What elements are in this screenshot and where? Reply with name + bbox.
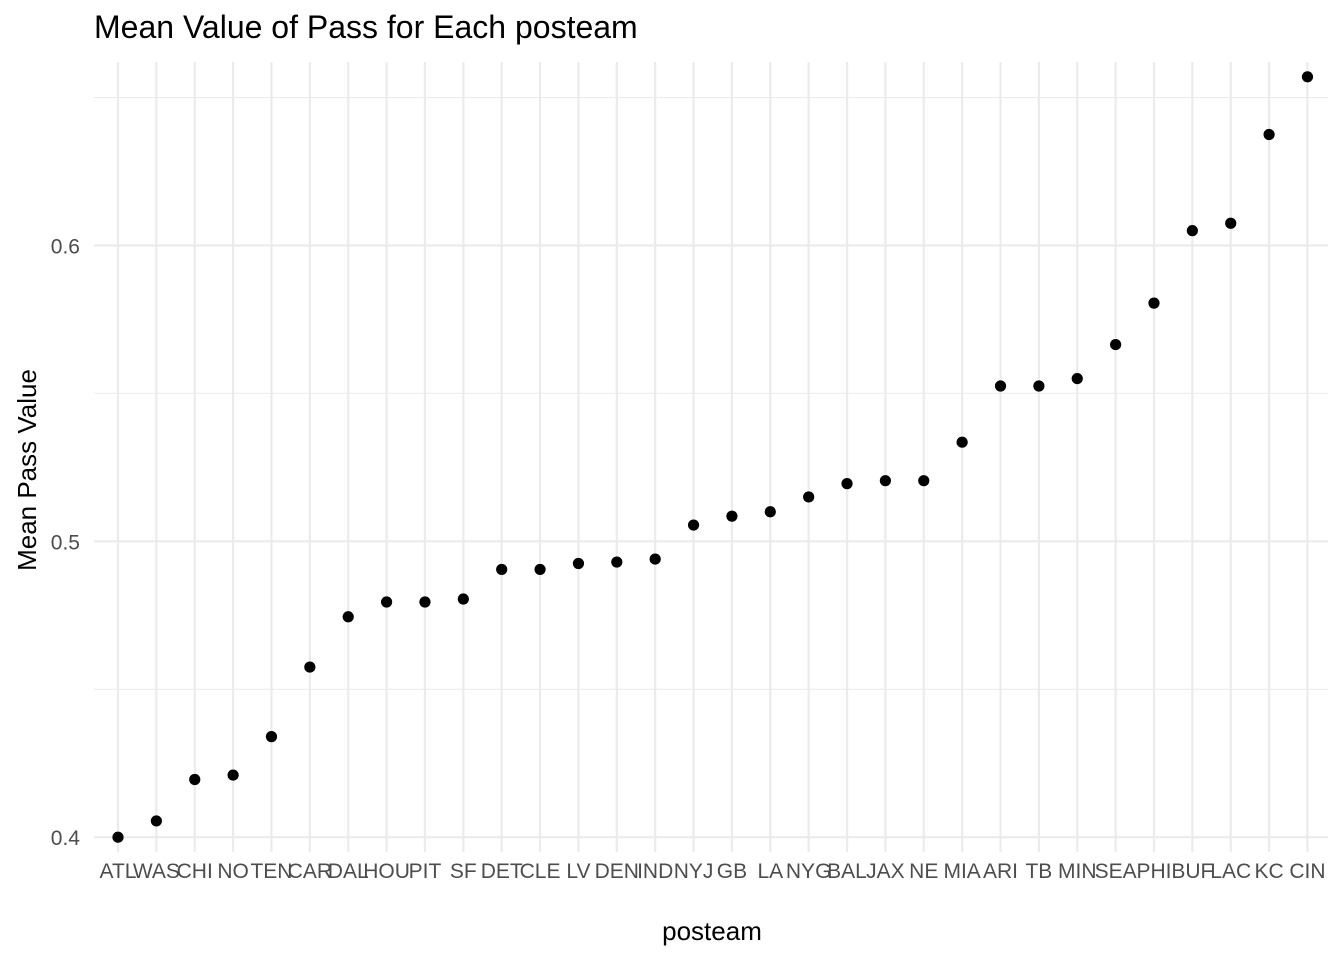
data-point-no bbox=[227, 769, 239, 781]
data-point-den bbox=[611, 556, 623, 568]
x-tick-label: SEA bbox=[1095, 860, 1137, 883]
x-tick-label: LV bbox=[566, 860, 590, 883]
x-tick-label: TEN bbox=[250, 860, 292, 883]
x-tick-label: PIT bbox=[409, 860, 442, 883]
data-point-dal bbox=[342, 611, 354, 623]
x-tick-label: CIN bbox=[1289, 860, 1325, 883]
data-point-nyj bbox=[687, 519, 700, 531]
data-point-hou bbox=[380, 596, 393, 608]
data-point-jax bbox=[879, 475, 892, 487]
data-point-sf bbox=[457, 593, 469, 605]
data-point-cin bbox=[1301, 71, 1314, 83]
data-point-atl bbox=[112, 831, 124, 843]
x-tick-label: LA bbox=[757, 860, 783, 883]
grid bbox=[94, 62, 1328, 852]
y-tick-label: 0.6 bbox=[51, 235, 80, 258]
data-point-mia bbox=[956, 436, 968, 448]
data-point-chi bbox=[189, 773, 201, 786]
x-tick-label: GB bbox=[717, 860, 747, 883]
x-tick-label: CHI bbox=[177, 860, 213, 883]
data-point-ne bbox=[918, 475, 930, 487]
x-tick-label: BAL bbox=[827, 860, 867, 883]
data-point-min bbox=[1071, 372, 1083, 385]
y-axis-ticks: 0.4 0.5 0.6 bbox=[51, 235, 81, 850]
x-tick-label: MIN bbox=[1058, 860, 1097, 883]
x-tick-label: TB bbox=[1025, 860, 1052, 883]
data-point-ten bbox=[265, 731, 278, 743]
x-tick-label: CAR bbox=[288, 860, 332, 883]
data-point-was bbox=[150, 815, 162, 827]
data-point-gb bbox=[726, 510, 738, 522]
x-tick-label: DET bbox=[481, 860, 523, 883]
x-tick-label: WAS bbox=[133, 860, 180, 883]
data-point-ari bbox=[994, 380, 1007, 392]
x-tick-label: NYG bbox=[786, 860, 832, 883]
data-point-pit bbox=[419, 596, 431, 608]
data-point-det bbox=[496, 563, 508, 576]
x-tick-label: ATL bbox=[100, 860, 137, 883]
chart-title: Mean Value of Pass for Each posteam bbox=[94, 9, 638, 45]
x-tick-label: BUF bbox=[1171, 860, 1213, 883]
data-point-kc bbox=[1263, 128, 1275, 141]
data-point-lv bbox=[572, 557, 585, 570]
y-tick-label: 0.4 bbox=[51, 827, 81, 850]
x-axis-title: posteam bbox=[662, 916, 762, 946]
x-tick-label: NE bbox=[909, 860, 938, 883]
data-point-car bbox=[304, 661, 316, 673]
data-points bbox=[112, 71, 1314, 843]
x-tick-label: ARI bbox=[983, 860, 1018, 883]
x-tick-label: JAX bbox=[866, 860, 905, 883]
data-point-lac bbox=[1225, 217, 1237, 229]
data-point-nyg bbox=[803, 491, 815, 503]
data-point-ind bbox=[649, 553, 661, 565]
data-point-bal bbox=[841, 478, 853, 490]
x-tick-label: HOU bbox=[363, 860, 410, 883]
data-point-sea bbox=[1110, 338, 1122, 351]
x-tick-label: DAL bbox=[328, 860, 369, 883]
x-tick-label: CLE bbox=[520, 860, 561, 883]
y-axis-title: Mean Pass Value bbox=[12, 369, 42, 571]
x-tick-label: MIA bbox=[943, 860, 980, 883]
data-point-buf bbox=[1186, 225, 1198, 237]
x-tick-label: IND bbox=[637, 860, 673, 883]
x-tick-label: PHI bbox=[1136, 860, 1171, 883]
x-tick-label: NYJ bbox=[674, 860, 714, 883]
x-tick-label: DEN bbox=[595, 860, 639, 883]
data-point-phi bbox=[1148, 297, 1160, 309]
data-point-la bbox=[764, 506, 776, 518]
y-tick-label: 0.5 bbox=[51, 531, 80, 554]
data-point-tb bbox=[1033, 380, 1045, 392]
data-point-cle bbox=[534, 563, 546, 576]
x-tick-label: LAC bbox=[1210, 860, 1251, 883]
x-tick-label: NO bbox=[217, 860, 249, 883]
x-tick-label: KC bbox=[1255, 860, 1284, 883]
x-tick-label: SF bbox=[450, 860, 477, 883]
